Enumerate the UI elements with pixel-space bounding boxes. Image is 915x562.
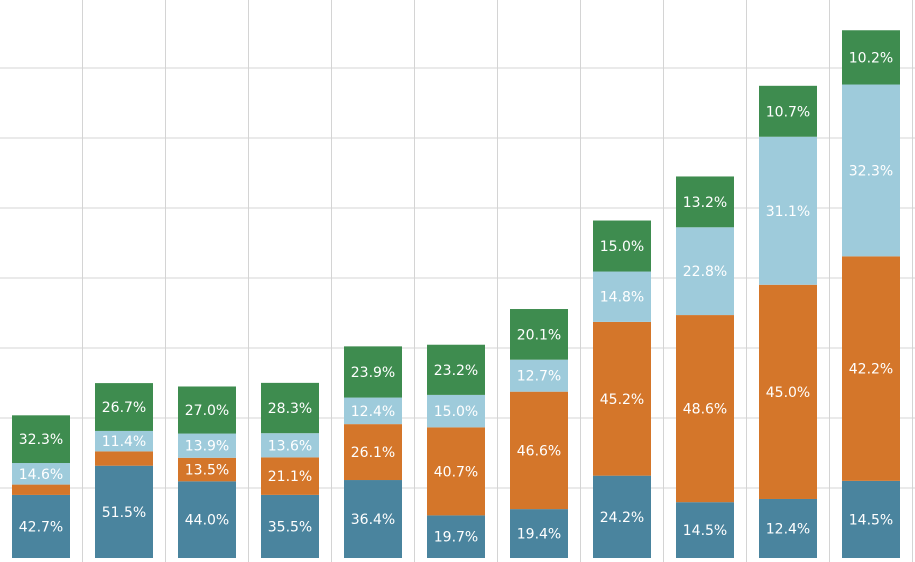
bar-segment <box>676 176 734 228</box>
data-label: 32.3% <box>849 163 893 179</box>
data-label: 15.0% <box>600 239 644 255</box>
data-label: 44.0% <box>185 513 229 529</box>
bar-segment <box>759 85 817 137</box>
bar-segment <box>261 494 319 558</box>
bar-segment <box>427 427 485 516</box>
data-label: 19.7% <box>434 530 478 546</box>
data-label: 24.2% <box>600 510 644 526</box>
bar-segment <box>344 397 402 425</box>
data-label: 21.1% <box>268 469 312 485</box>
bar-segment <box>842 480 900 558</box>
data-label: 22.8% <box>683 264 727 280</box>
data-label: 36.4% <box>351 512 395 528</box>
data-label: 42.2% <box>849 362 893 378</box>
data-label: 13.9% <box>185 439 229 455</box>
data-label: 48.6% <box>683 402 727 418</box>
data-label: 31.1% <box>766 204 810 220</box>
bar-segment <box>12 415 70 464</box>
data-label: 46.6% <box>517 443 561 459</box>
bar-segment <box>510 359 568 392</box>
data-label: 23.9% <box>351 365 395 381</box>
data-label: 15.0% <box>434 404 478 420</box>
data-label: 10.7% <box>766 104 810 120</box>
data-label: 13.6% <box>268 438 312 454</box>
bar-segment <box>95 383 153 431</box>
data-label: 20.1% <box>517 327 561 343</box>
data-label: 45.2% <box>600 392 644 408</box>
bar-segment <box>427 394 485 428</box>
data-label: 13.5% <box>185 463 229 479</box>
bar-segment <box>12 484 70 495</box>
bar-segment <box>12 463 70 485</box>
bar-segment <box>593 220 651 272</box>
bar-segment <box>178 481 236 558</box>
bar-segment <box>510 309 568 360</box>
bar-segment <box>759 498 817 558</box>
data-label: 12.4% <box>351 404 395 420</box>
data-label: 40.7% <box>434 464 478 480</box>
data-label: 23.2% <box>434 363 478 379</box>
data-label: 13.2% <box>683 195 727 211</box>
data-label: 27.0% <box>185 403 229 419</box>
data-label: 10.2% <box>849 50 893 66</box>
bar-segment <box>510 391 568 510</box>
bar-segment <box>95 465 153 558</box>
bar-segment <box>344 424 402 481</box>
data-label: 11.4% <box>102 434 146 450</box>
bar-segment <box>759 136 817 285</box>
bar-segment <box>344 346 402 398</box>
data-label: 14.8% <box>600 290 644 306</box>
bar-segment <box>842 30 900 85</box>
bar-segment <box>842 84 900 257</box>
bar-segment <box>95 430 153 452</box>
data-label: 26.1% <box>351 445 395 461</box>
bar-segment <box>12 494 70 558</box>
bar-segment <box>261 457 319 495</box>
bar-segment <box>261 382 319 434</box>
bar-segment <box>427 515 485 558</box>
data-label: 51.5% <box>102 505 146 521</box>
data-label: 26.7% <box>102 400 146 416</box>
data-label: 28.3% <box>268 401 312 417</box>
data-label: 32.3% <box>19 432 63 448</box>
bar-segment <box>676 227 734 316</box>
bar-segment <box>759 284 817 499</box>
bar-segment <box>676 502 734 558</box>
data-label: 19.4% <box>517 527 561 543</box>
data-label: 14.5% <box>683 523 727 539</box>
data-label: 45.0% <box>766 385 810 401</box>
bar-segment <box>178 457 236 482</box>
data-label: 42.7% <box>19 519 63 535</box>
bar-segment <box>676 315 734 503</box>
data-label: 14.5% <box>849 512 893 528</box>
bar-segment <box>593 271 651 322</box>
bar-segment <box>510 509 568 558</box>
bar-segment <box>593 321 651 476</box>
bar-segment <box>261 433 319 458</box>
data-label: 12.4% <box>766 521 810 537</box>
bar-segment <box>95 451 153 466</box>
bar-segment <box>842 256 900 481</box>
data-label: 14.6% <box>19 467 63 483</box>
bar-segment <box>178 433 236 458</box>
data-label: 12.7% <box>517 369 561 385</box>
bar-segment <box>344 480 402 558</box>
data-label: 35.5% <box>268 519 312 535</box>
bar-segment <box>178 386 236 434</box>
bar-segment <box>427 344 485 395</box>
bar-segment <box>593 475 651 558</box>
